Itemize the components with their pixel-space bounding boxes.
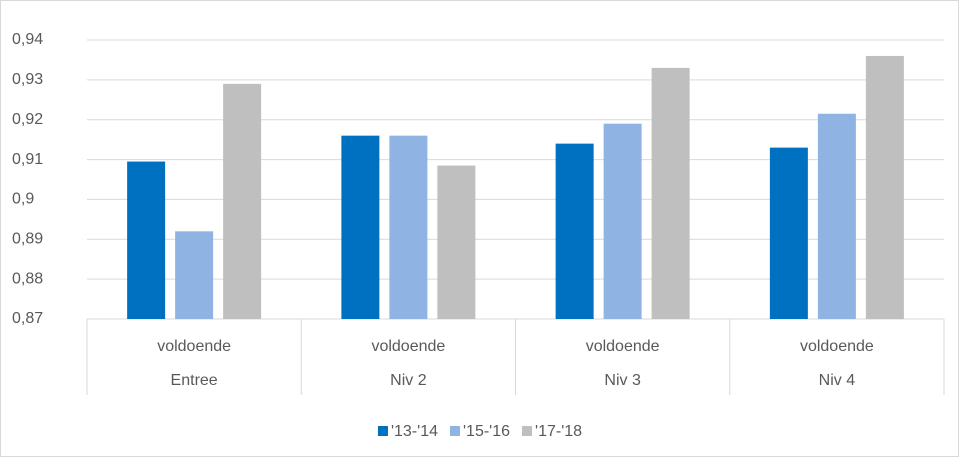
- y-tick-label: 0,88: [12, 270, 43, 287]
- x-tick-label: voldoende: [586, 338, 660, 355]
- y-tick-label: 0,87: [12, 310, 43, 327]
- y-tick-label: 0,89: [12, 231, 43, 248]
- x-tick-label: voldoende: [157, 338, 231, 355]
- legend-label: '17-'18: [535, 423, 582, 440]
- x-group-label: Entree: [171, 372, 218, 389]
- x-group-label: Niv 3: [604, 372, 641, 389]
- x-group-label: Niv 4: [819, 372, 856, 389]
- legend-swatch: [522, 426, 533, 436]
- bar: [389, 135, 428, 319]
- y-tick-label: 0,92: [12, 111, 43, 128]
- bar: [817, 113, 856, 319]
- bar: [223, 83, 262, 319]
- bar: [865, 55, 904, 319]
- y-tick-label: 0,9: [12, 191, 34, 208]
- legend-swatch: [377, 426, 388, 436]
- y-tick-label: 0,93: [12, 71, 43, 88]
- legend-label: '15-'16: [463, 423, 510, 440]
- y-tick-label: 0,94: [12, 31, 43, 48]
- bar: [437, 165, 476, 319]
- bar: [651, 67, 690, 320]
- y-tick-label: 0,91: [12, 151, 43, 168]
- bar: [175, 231, 214, 319]
- legend-swatch: [449, 426, 460, 436]
- bar: [769, 147, 808, 319]
- x-group-label: Niv 2: [390, 372, 427, 389]
- bar: [555, 143, 594, 319]
- x-tick-label: voldoende: [371, 338, 445, 355]
- bar: [127, 161, 166, 319]
- bar: [603, 123, 642, 319]
- legend-label: '13-'14: [391, 423, 438, 440]
- bar: [341, 135, 380, 319]
- x-tick-label: voldoende: [800, 338, 874, 355]
